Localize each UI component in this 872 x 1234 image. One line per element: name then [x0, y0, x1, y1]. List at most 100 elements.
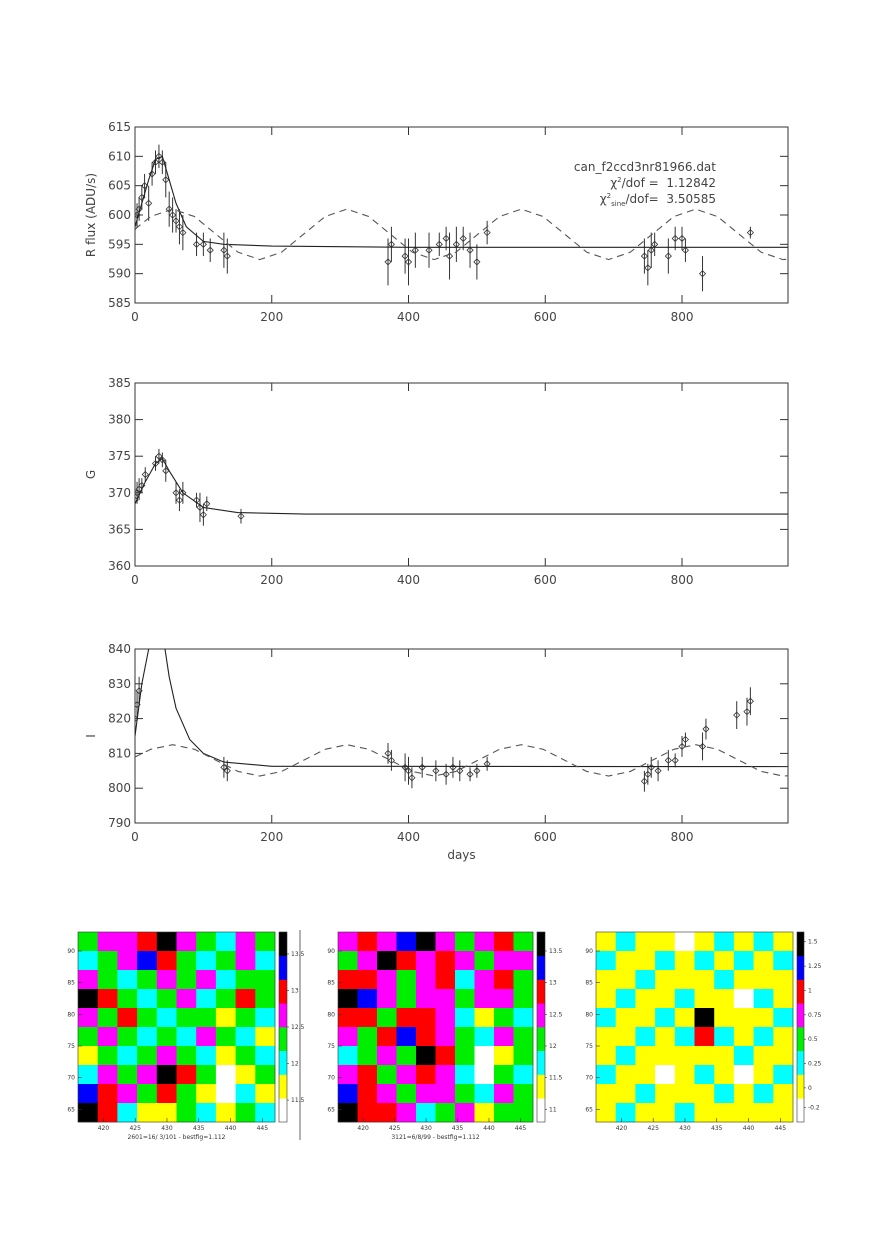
colorbar-band	[537, 1027, 545, 1052]
pixel	[635, 989, 656, 1009]
pixel	[215, 1027, 236, 1047]
pixel	[773, 970, 794, 990]
pixel	[635, 1084, 656, 1104]
pixel	[196, 1065, 217, 1085]
data-point	[678, 742, 686, 751]
pixel	[215, 1046, 236, 1066]
pixel	[176, 989, 197, 1009]
pixel	[635, 1046, 656, 1066]
pixel	[255, 1103, 276, 1123]
pixel	[117, 1008, 138, 1028]
data-point	[175, 223, 184, 231]
pixel	[615, 1103, 636, 1123]
colorbar-band	[797, 1027, 804, 1052]
data-point	[387, 756, 395, 764]
pixel	[156, 1008, 177, 1028]
colorbar-tick-label: 11	[549, 1106, 557, 1113]
pixel	[117, 1046, 138, 1066]
pixel	[655, 989, 676, 1009]
pixel	[78, 1008, 98, 1028]
plot-area	[135, 144, 788, 292]
pixel	[156, 951, 177, 971]
pixel	[416, 1084, 436, 1104]
model-fit	[135, 155, 788, 248]
x-tick-label: 400	[397, 310, 420, 324]
pixel	[255, 1084, 276, 1104]
pixel	[733, 932, 754, 952]
pixel	[396, 932, 417, 952]
data-point	[220, 246, 228, 254]
y-tick-label: 65	[327, 1106, 335, 1113]
pixel	[694, 1008, 715, 1028]
pixel	[694, 951, 715, 971]
x-tick-label: 600	[534, 573, 557, 587]
pixel	[494, 1027, 514, 1047]
data-point	[466, 770, 474, 778]
pixel	[494, 1008, 514, 1028]
data-point	[162, 467, 170, 475]
pixel	[674, 1084, 695, 1104]
annotation-part: χ	[610, 176, 617, 190]
data-point	[678, 234, 686, 243]
pixel	[255, 989, 276, 1009]
pixel	[396, 1084, 417, 1104]
pixel	[357, 951, 378, 971]
pixel	[377, 1046, 397, 1066]
pixel	[474, 951, 495, 971]
pixel	[494, 970, 514, 990]
pixel	[615, 1027, 636, 1047]
x-tick-label: 445	[257, 1125, 269, 1132]
colorbar-band	[797, 1074, 804, 1099]
y-tick-label: 800	[108, 781, 131, 795]
pixel	[615, 932, 636, 952]
pixel	[474, 1103, 495, 1123]
y-tick-label: 80	[327, 1011, 335, 1018]
x-tick-label: 425	[129, 1125, 141, 1132]
colorbar-band	[797, 955, 804, 980]
pixel	[714, 951, 735, 971]
colorbar-tick-label: 12.5	[549, 1011, 563, 1018]
pixel	[655, 932, 676, 952]
pixel	[235, 1103, 256, 1123]
data-point	[199, 511, 207, 519]
pixel	[377, 951, 397, 971]
pixel	[474, 1027, 495, 1047]
pixel	[753, 1008, 774, 1028]
x-tick-label: 420	[357, 1125, 369, 1132]
data-point	[158, 158, 166, 166]
pixel	[513, 932, 534, 952]
pixel	[377, 932, 397, 952]
pixel	[635, 1065, 656, 1085]
pixel	[416, 951, 436, 971]
pixel	[137, 989, 158, 1009]
data-point	[425, 246, 433, 254]
data-point	[223, 767, 231, 775]
pixel	[753, 989, 774, 1009]
y-tick-label: 610	[108, 149, 131, 163]
pixel	[635, 932, 656, 952]
pixel	[357, 1103, 378, 1123]
pixel	[357, 932, 378, 952]
pixel	[655, 1046, 676, 1066]
plot-area	[135, 649, 788, 792]
pixel	[117, 1065, 138, 1085]
pixel	[513, 970, 534, 990]
annotation-part: /dof= 3.50585	[625, 192, 716, 206]
pixel	[596, 951, 616, 971]
data-point	[432, 767, 440, 775]
pixel	[156, 1027, 177, 1047]
y-tick-label: 385	[108, 376, 131, 390]
pixel	[235, 932, 256, 952]
pixel	[176, 1065, 197, 1085]
pixel	[215, 1065, 236, 1085]
pixel	[655, 951, 676, 971]
pixel	[455, 970, 475, 990]
data-point	[702, 725, 710, 733]
pixel	[733, 970, 754, 990]
pixel	[137, 1008, 158, 1028]
pixel	[176, 1084, 197, 1104]
pixel	[117, 970, 138, 990]
annotation: χ2sine/dof= 3.50585	[600, 192, 716, 208]
pixel	[215, 951, 236, 971]
colorbar-band	[279, 979, 287, 1004]
